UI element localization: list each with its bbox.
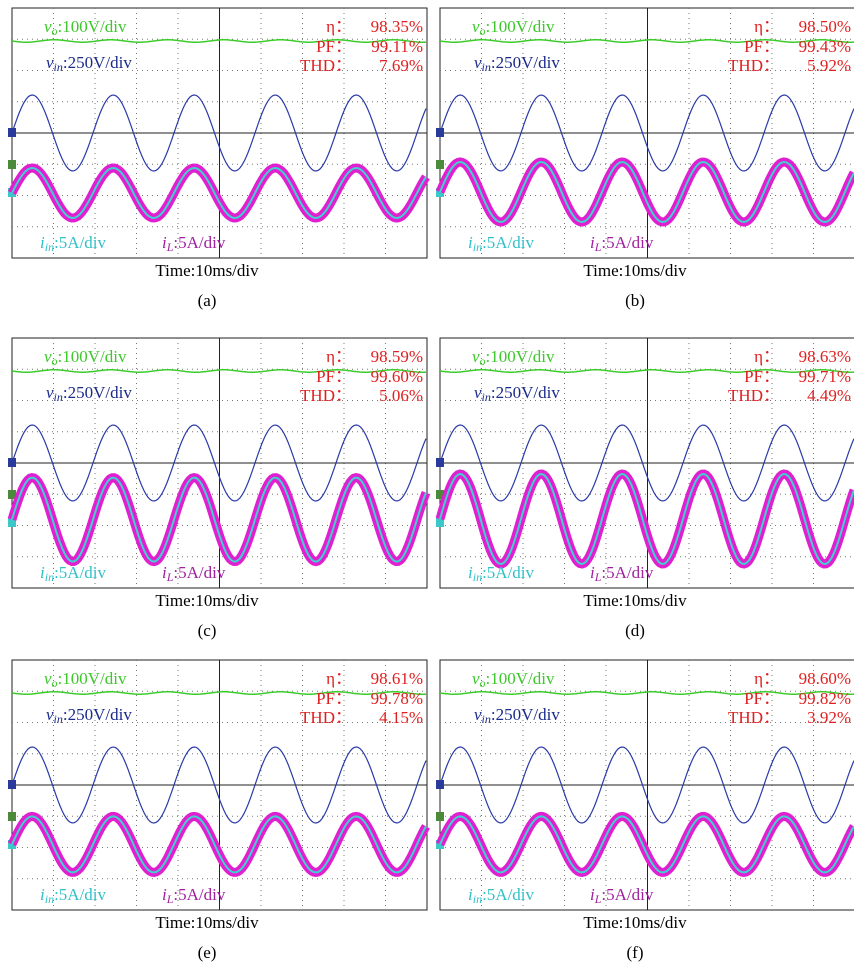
time-scale: Time:10ms/div: [155, 913, 259, 932]
scale: :5A/div: [482, 233, 534, 252]
ch-marker: [8, 812, 16, 821]
pf-value: 99.11%: [371, 37, 423, 56]
scale: :5A/div: [173, 885, 225, 904]
scale: :250V/div: [491, 705, 560, 724]
scale: :100V/div: [58, 669, 127, 688]
subscript: in: [54, 390, 63, 404]
caption: (e): [198, 943, 217, 962]
eta-value: 98.50%: [799, 17, 851, 36]
eta-label: η：: [754, 17, 780, 36]
ch-marker: [8, 160, 16, 169]
scale: :5A/div: [601, 885, 653, 904]
subscript: in: [482, 712, 491, 726]
time-scale: Time:10ms/div: [583, 913, 687, 932]
eta-label: η：: [326, 669, 352, 688]
subscript: in: [54, 60, 63, 74]
thd-value: 7.69%: [379, 56, 423, 75]
eta-value: 98.59%: [371, 347, 423, 366]
eta-label: η：: [754, 347, 780, 366]
thd-value: 4.49%: [807, 386, 851, 405]
scale: :5A/div: [54, 233, 106, 252]
thd-label: THD：: [300, 708, 352, 727]
pf-label: PF：: [744, 367, 780, 386]
thd-label: THD：: [300, 56, 352, 75]
eta-value: 98.35%: [371, 17, 423, 36]
scale: :5A/div: [482, 885, 534, 904]
pf-value: 99.78%: [371, 689, 423, 708]
thd-label: THD：: [728, 708, 780, 727]
subscript: in: [45, 570, 54, 584]
scale: :100V/div: [486, 347, 555, 366]
scale: :100V/div: [486, 669, 555, 688]
eta-label: η：: [326, 347, 352, 366]
subscript: in: [54, 712, 63, 726]
scale: :100V/div: [58, 347, 127, 366]
pf-label: PF：: [316, 689, 352, 708]
ch-marker: [436, 160, 444, 169]
subscript: in: [482, 390, 491, 404]
scale: :5A/div: [54, 563, 106, 582]
caption: (a): [198, 291, 217, 310]
scale: :5A/div: [173, 233, 225, 252]
caption: (f): [627, 943, 644, 962]
thd-value: 5.92%: [807, 56, 851, 75]
scope-panel: vo:100V/divvin:250V/diviin:5A/diviL:5A/d…: [436, 338, 854, 588]
scope-panel: vo:100V/divvin:250V/diviin:5A/diviL:5A/d…: [8, 8, 427, 258]
thd-value: 4.15%: [379, 708, 423, 727]
time-scale: Time:10ms/div: [155, 591, 259, 610]
subscript: in: [45, 892, 54, 906]
eta-value: 98.60%: [799, 669, 851, 688]
caption: (d): [625, 621, 645, 640]
scale: :100V/div: [486, 17, 555, 36]
subscript: in: [45, 240, 54, 254]
subscript: in: [473, 892, 482, 906]
subscript: in: [473, 570, 482, 584]
eta-value: 98.63%: [799, 347, 851, 366]
scale: :5A/div: [601, 233, 653, 252]
thd-value: 3.92%: [807, 708, 851, 727]
caption: (b): [625, 291, 645, 310]
pf-label: PF：: [316, 367, 352, 386]
scale: :250V/div: [491, 53, 560, 72]
ch-marker: [436, 812, 444, 821]
thd-value: 5.06%: [379, 386, 423, 405]
eta-label: η：: [326, 17, 352, 36]
eta-label: η：: [754, 669, 780, 688]
scale: :250V/div: [63, 383, 132, 402]
scale: :250V/div: [63, 53, 132, 72]
scale: :5A/div: [54, 885, 106, 904]
pf-value: 99.43%: [799, 37, 851, 56]
pf-label: PF：: [744, 37, 780, 56]
time-scale: Time:10ms/div: [583, 261, 687, 280]
pf-label: PF：: [316, 37, 352, 56]
scale: :5A/div: [482, 563, 534, 582]
scale: :250V/div: [63, 705, 132, 724]
thd-label: THD：: [728, 56, 780, 75]
pf-value: 99.82%: [799, 689, 851, 708]
pf-label: PF：: [744, 689, 780, 708]
pf-value: 99.60%: [371, 367, 423, 386]
scale: :5A/div: [601, 563, 653, 582]
scale: :5A/div: [173, 563, 225, 582]
subscript: in: [482, 60, 491, 74]
eta-value: 98.61%: [371, 669, 423, 688]
time-scale: Time:10ms/div: [583, 591, 687, 610]
thd-label: THD：: [300, 386, 352, 405]
scale: :250V/div: [491, 383, 560, 402]
figure: vo:100V/divvin:250V/diviin:5A/diviL:5A/d…: [0, 0, 854, 970]
pf-value: 99.71%: [799, 367, 851, 386]
thd-label: THD：: [728, 386, 780, 405]
time-scale: Time:10ms/div: [155, 261, 259, 280]
subscript: in: [473, 240, 482, 254]
scope-panel: vo:100V/divvin:250V/diviin:5A/diviL:5A/d…: [8, 660, 427, 910]
scale: :100V/div: [58, 17, 127, 36]
caption: (c): [198, 621, 217, 640]
